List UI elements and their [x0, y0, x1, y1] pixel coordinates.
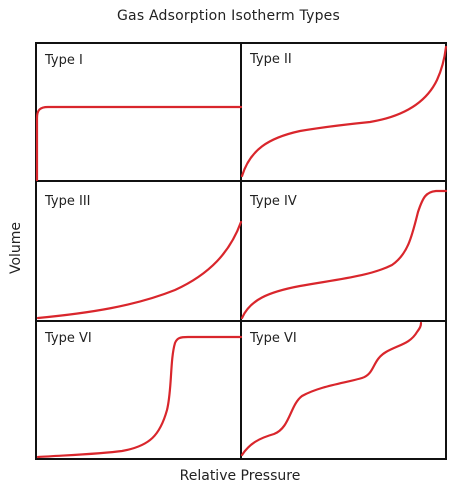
curve-type-vi-right: [240, 321, 423, 457]
panel-label-type-iii: Type III: [44, 194, 91, 209]
panel-label-type-iv: Type IV: [249, 194, 297, 209]
curve-type-iv: [240, 189, 448, 320]
panel-label-type-vi-left: Type VI: [44, 331, 92, 346]
x-axis-label: Relative Pressure: [179, 468, 301, 484]
curve-type-vi-left: [36, 335, 243, 459]
panel-label-type-ii: Type II: [249, 52, 292, 67]
curve-type-iii: [36, 220, 243, 320]
panel-label-type-i: Type I: [44, 53, 83, 68]
curve-type-ii: [240, 45, 448, 178]
figure-title: Gas Adsorption Isotherm Types: [117, 8, 340, 24]
curve-type-i: [35, 105, 243, 182]
panel-label-type-vi-right: Type VI: [249, 331, 297, 346]
